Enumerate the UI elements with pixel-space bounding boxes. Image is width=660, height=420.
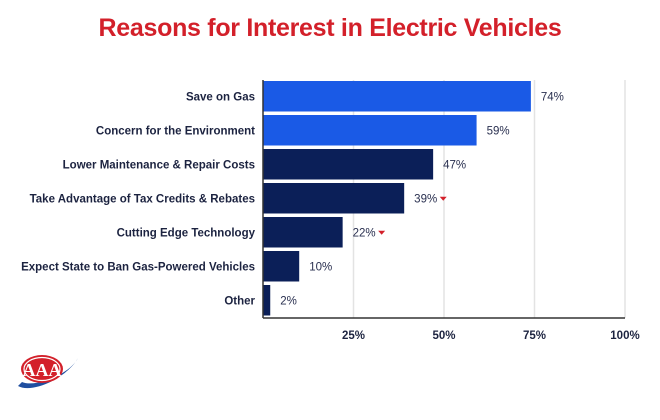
value-label: 59% [487, 125, 510, 137]
value-label: 22% [353, 227, 376, 239]
value-label: 74% [541, 91, 564, 103]
x-tick-label: 25% [342, 330, 365, 342]
category-label: Take Advantage of Tax Credits & Rebates [30, 193, 255, 205]
category-label: Cutting Edge Technology [117, 227, 256, 239]
x-tick-label: 50% [432, 330, 455, 342]
category-label: Expect State to Ban Gas-Powered Vehicles [21, 261, 255, 273]
x-tick-label: 75% [523, 330, 546, 342]
value-label: 39% [414, 193, 437, 205]
category-label: Other [224, 295, 255, 307]
bar [263, 149, 434, 180]
bar [263, 115, 477, 146]
chart-title: Reasons for Interest in Electric Vehicle… [98, 14, 562, 42]
bar [263, 183, 405, 214]
decrease-marker-icon [439, 196, 447, 201]
aaa-logo: AAA [18, 355, 78, 389]
value-label: 2% [280, 295, 297, 307]
bar [263, 217, 343, 248]
x-tick-label: 100% [610, 330, 639, 342]
category-label: Lower Maintenance & Repair Costs [63, 159, 255, 171]
bar [263, 285, 271, 316]
decrease-marker-icon [378, 230, 386, 235]
bar [263, 251, 300, 282]
value-label: 10% [309, 261, 332, 273]
value-label: 47% [443, 159, 466, 171]
category-label: Concern for the Environment [96, 125, 255, 137]
svg-text:AAA: AAA [23, 360, 62, 380]
category-label: Save on Gas [186, 91, 255, 103]
bar [263, 81, 531, 112]
